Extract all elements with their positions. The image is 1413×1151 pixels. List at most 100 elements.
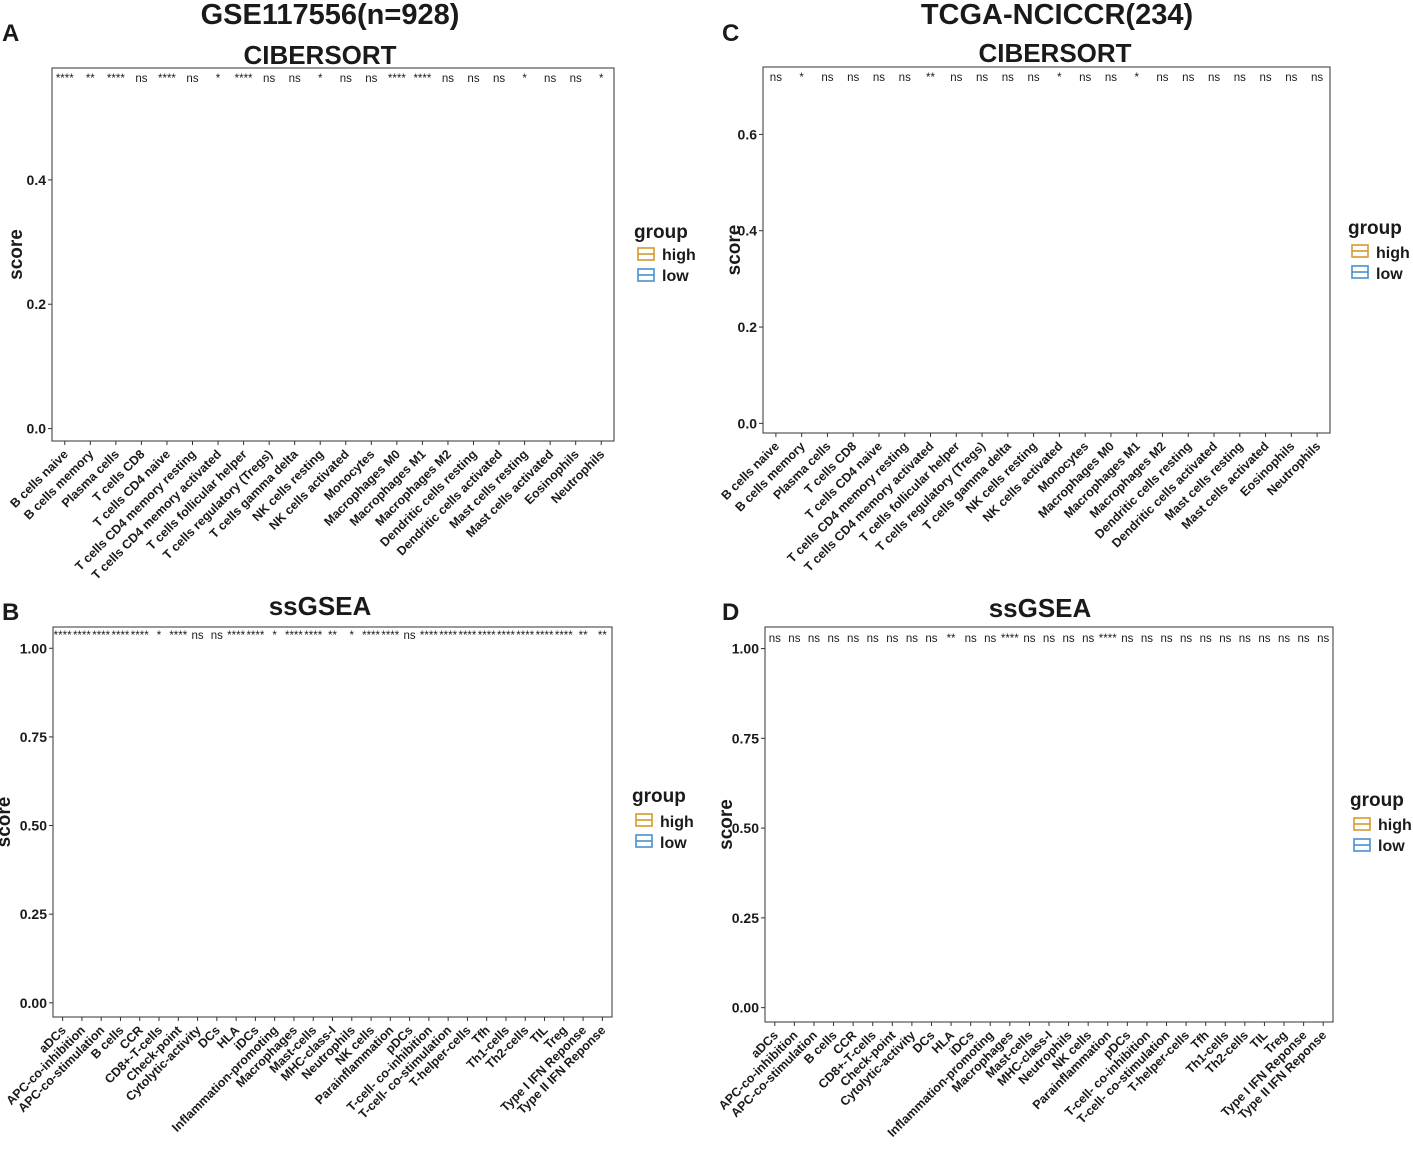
y-tick-label: 0.4: [27, 172, 47, 188]
plot-border: [764, 626, 1334, 1023]
significance-label: ns: [1200, 633, 1212, 645]
significance-label: ****: [362, 630, 380, 642]
significance-label: ****: [158, 73, 176, 85]
y-tick-label: 0.25: [732, 910, 759, 926]
significance-label: ns: [1121, 633, 1133, 645]
significance-label: ****: [497, 630, 515, 642]
y-tick-label: 0.50: [20, 818, 47, 834]
legend-title: group: [632, 786, 686, 807]
significance-label: ****: [92, 630, 110, 642]
significance-label: ns: [925, 633, 937, 645]
legend-title: group: [1350, 790, 1404, 811]
significance-label: ****: [112, 630, 130, 642]
plot-border: [762, 66, 1331, 434]
y-tick-label: 1.00: [20, 640, 47, 656]
legend-b: group high low: [632, 786, 694, 852]
significance-label: ****: [381, 630, 399, 642]
significance-label: ****: [516, 630, 534, 642]
significance-label: ns: [1258, 633, 1270, 645]
significance-label: ns: [984, 633, 996, 645]
significance-label: ns: [1063, 633, 1075, 645]
significance-label: ns: [906, 633, 918, 645]
significance-label: ns: [365, 73, 377, 85]
legend-label-low: low: [1376, 266, 1403, 283]
panel-letter-b: B: [2, 599, 19, 626]
significance-label: *: [799, 72, 804, 84]
panel-a-cibersort-gse: 0.00.20.4**** ** **** ns **** ns * **** ns ns * ns n…: [6, 67, 615, 582]
significance-label: ns: [1259, 72, 1271, 84]
significance-label: ns: [211, 630, 223, 642]
y-tick-label: 0.00: [732, 1000, 759, 1016]
significance-label: ns: [404, 630, 416, 642]
y-tick-label: 0.0: [27, 421, 47, 437]
significance-label: **: [579, 630, 588, 642]
significance-label: ****: [1001, 633, 1019, 645]
significance-label: ns: [788, 633, 800, 645]
significance-label: **: [598, 630, 607, 642]
significance-label: ns: [867, 633, 879, 645]
legend-title: group: [1348, 218, 1402, 239]
significance-label: ns: [1180, 633, 1192, 645]
significance-label: ns: [1028, 72, 1040, 84]
legend-label-high: high: [660, 814, 694, 831]
legend-title: group: [634, 222, 688, 243]
significance-label: ns: [965, 633, 977, 645]
legend-c: group high low: [1348, 218, 1410, 283]
significance-label: ns: [544, 73, 556, 85]
legend-label-low: low: [662, 268, 689, 285]
significance-label: ns: [1082, 633, 1094, 645]
significance-label: ns: [873, 72, 885, 84]
significance-label: ns: [808, 633, 820, 645]
significance-label: ****: [73, 630, 91, 642]
significance-label: ns: [1239, 633, 1251, 645]
significance-label: ns: [186, 73, 198, 85]
significance-label: ns: [1156, 72, 1168, 84]
significance-label: ns: [467, 73, 479, 85]
significance-label: ns: [1317, 633, 1329, 645]
significance-label: ns: [770, 72, 782, 84]
significance-label: **: [947, 633, 956, 645]
significance-label: ns: [827, 633, 839, 645]
plot-border: [52, 626, 613, 1018]
significance-label: ns: [1079, 72, 1091, 84]
super-title-a: GSE117556(n=928): [201, 0, 460, 31]
significance-label: **: [926, 72, 935, 84]
significance-label: ns: [493, 73, 505, 85]
significance-label: ns: [1002, 72, 1014, 84]
legend-label-low: low: [660, 835, 687, 852]
y-axis-label: score: [724, 225, 745, 276]
significance-label: ****: [54, 630, 72, 642]
significance-label: ns: [769, 633, 781, 645]
y-tick-label: 1.00: [732, 641, 759, 657]
significance-label: ****: [285, 630, 303, 642]
significance-label: **: [328, 630, 337, 642]
significance-label: ****: [304, 630, 322, 642]
significance-label: ns: [1234, 72, 1246, 84]
significance-label: ****: [413, 73, 431, 85]
y-axis-label: score: [0, 797, 15, 848]
y-tick-label: 0.00: [20, 995, 47, 1011]
y-axis-label: score: [716, 799, 737, 850]
plot-border: [51, 67, 615, 442]
significance-label: ns: [847, 633, 859, 645]
significance-label: *: [318, 73, 323, 85]
plot-title-d: ssGSEA: [989, 593, 1092, 623]
significance-label: ns: [847, 72, 859, 84]
significance-label: ns: [1219, 633, 1231, 645]
significance-label: ns: [821, 72, 833, 84]
significance-label: ns: [1285, 72, 1297, 84]
legend-label-low: low: [1378, 838, 1405, 855]
panel-letter-d: D: [722, 599, 739, 626]
legend-a: group high low: [634, 222, 696, 285]
legend-d: group high low: [1350, 790, 1412, 855]
significance-label: ns: [570, 73, 582, 85]
y-axis-label: score: [6, 229, 27, 280]
significance-label: ns: [1311, 72, 1323, 84]
legend-label-high: high: [1376, 245, 1410, 262]
significance-label: ns: [950, 72, 962, 84]
y-tick-label: 0.6: [738, 126, 758, 142]
super-title-c: TCGA-NCICCR(234): [921, 0, 1193, 31]
y-tick-label: 0.75: [20, 729, 47, 745]
plot-title-b: ssGSEA: [269, 591, 372, 621]
